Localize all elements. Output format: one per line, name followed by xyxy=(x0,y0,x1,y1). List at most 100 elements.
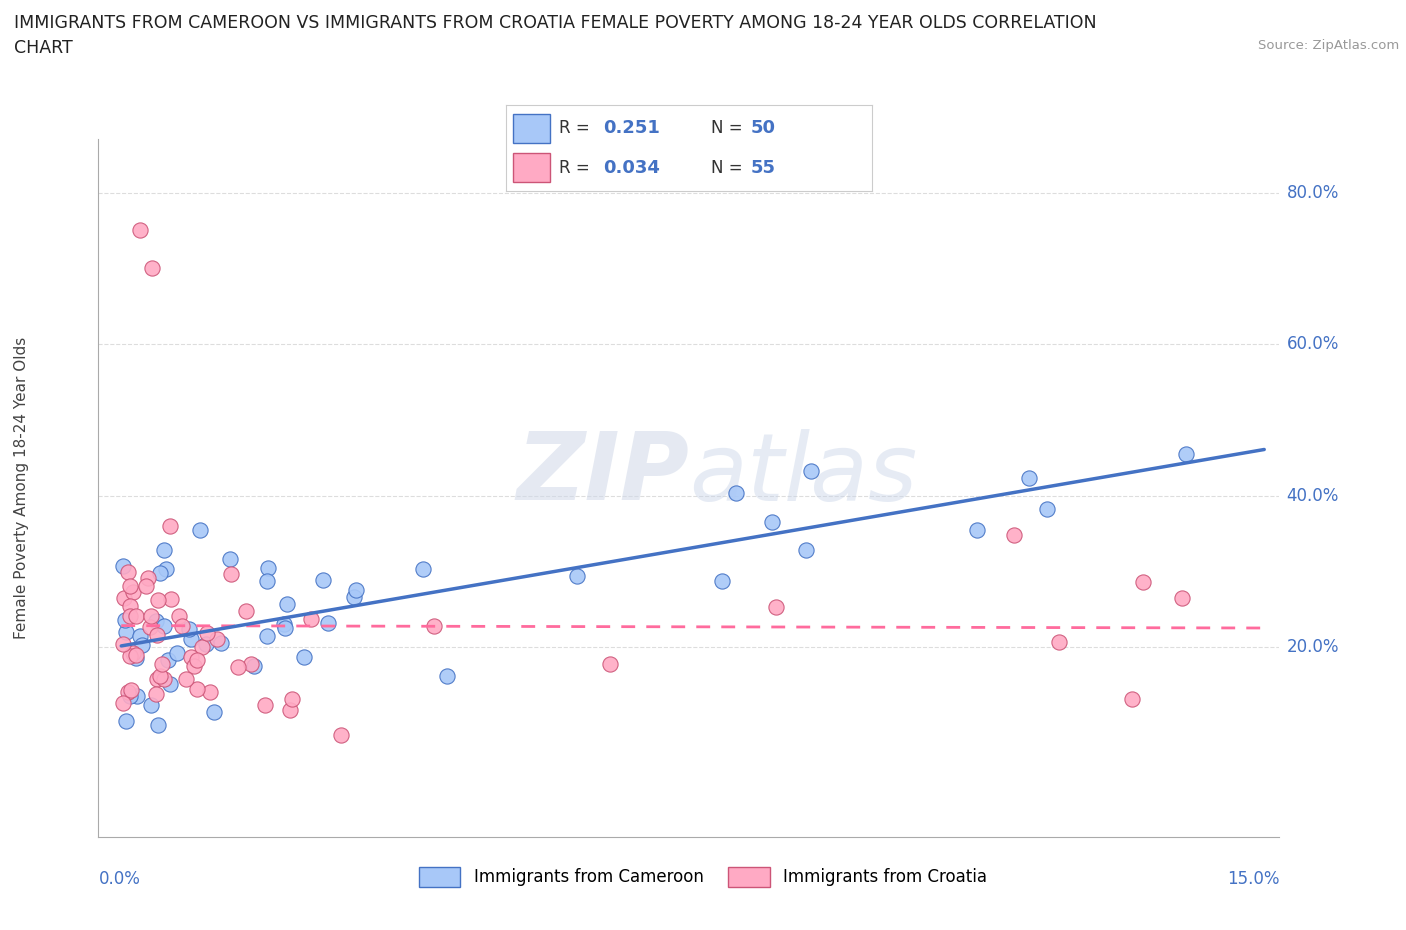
Point xyxy=(194,636,217,651)
Point xyxy=(209,635,232,650)
Point xyxy=(186,652,208,667)
Point xyxy=(170,618,193,633)
Point xyxy=(129,629,152,644)
Point xyxy=(343,590,366,604)
Point xyxy=(180,631,202,646)
Point xyxy=(1132,575,1154,590)
Text: 80.0%: 80.0% xyxy=(1286,183,1339,202)
Point xyxy=(436,669,458,684)
Text: 55: 55 xyxy=(751,158,776,177)
Point xyxy=(174,671,197,686)
Text: R =: R = xyxy=(560,119,595,138)
Point xyxy=(131,637,153,652)
Point xyxy=(120,683,142,698)
Point xyxy=(152,543,174,558)
Point xyxy=(125,648,148,663)
Point xyxy=(765,599,787,614)
Text: Source: ZipAtlas.com: Source: ZipAtlas.com xyxy=(1258,39,1399,52)
Point xyxy=(118,649,141,664)
Point xyxy=(794,543,817,558)
Point xyxy=(1121,692,1143,707)
Point xyxy=(219,567,242,582)
Point xyxy=(725,485,748,500)
Point xyxy=(710,574,733,589)
Text: 0.0%: 0.0% xyxy=(98,870,141,887)
Text: atlas: atlas xyxy=(689,429,917,520)
Point xyxy=(135,578,157,593)
Point xyxy=(183,658,205,673)
Point xyxy=(118,598,141,613)
Point xyxy=(159,519,181,534)
Point xyxy=(111,696,134,711)
Point xyxy=(177,621,200,636)
Point xyxy=(122,585,145,600)
Text: N =: N = xyxy=(711,158,748,177)
Point xyxy=(273,617,295,631)
Point xyxy=(127,688,149,703)
Point xyxy=(278,703,301,718)
Point xyxy=(169,608,191,623)
Point xyxy=(312,573,335,588)
Point xyxy=(191,640,214,655)
Point xyxy=(299,611,322,626)
Point xyxy=(150,657,173,671)
Legend: Immigrants from Cameroon, Immigrants from Croatia: Immigrants from Cameroon, Immigrants fro… xyxy=(412,860,994,894)
Point xyxy=(243,658,266,673)
Point xyxy=(344,582,367,597)
Text: 60.0%: 60.0% xyxy=(1286,335,1339,353)
Point xyxy=(136,571,159,586)
Point xyxy=(329,728,352,743)
Point xyxy=(195,626,218,641)
Text: 40.0%: 40.0% xyxy=(1286,486,1339,505)
Point xyxy=(274,620,297,635)
Point xyxy=(138,619,160,634)
Point xyxy=(166,645,188,660)
Point xyxy=(567,569,589,584)
Point xyxy=(205,631,228,646)
Point xyxy=(1036,501,1059,516)
Point xyxy=(281,692,304,707)
Point xyxy=(141,261,163,276)
Text: N =: N = xyxy=(711,119,748,138)
FancyBboxPatch shape xyxy=(513,153,550,182)
Point xyxy=(202,705,225,720)
Point xyxy=(1018,471,1040,485)
Point xyxy=(599,657,621,671)
Text: CHART: CHART xyxy=(14,39,73,57)
Text: R =: R = xyxy=(560,158,595,177)
Point xyxy=(145,628,167,643)
Point xyxy=(276,596,298,611)
Text: 15.0%: 15.0% xyxy=(1227,870,1279,887)
Point xyxy=(149,565,172,580)
Point xyxy=(125,651,148,666)
Text: ZIP: ZIP xyxy=(516,429,689,520)
Point xyxy=(149,669,172,684)
Point xyxy=(111,559,134,574)
Point xyxy=(1171,591,1194,605)
Point xyxy=(256,574,278,589)
Point xyxy=(1002,527,1025,542)
Point xyxy=(188,523,211,538)
Point xyxy=(115,625,138,640)
Point xyxy=(198,684,221,699)
Point xyxy=(118,688,141,703)
Point xyxy=(761,514,783,529)
Text: 0.251: 0.251 xyxy=(603,119,659,138)
FancyBboxPatch shape xyxy=(513,113,550,142)
Point xyxy=(129,223,152,238)
Point xyxy=(256,560,278,575)
Text: 20.0%: 20.0% xyxy=(1286,639,1339,657)
Point xyxy=(146,592,169,607)
Point xyxy=(412,562,434,577)
Point xyxy=(118,608,141,623)
Point xyxy=(316,615,339,630)
Text: IMMIGRANTS FROM CAMEROON VS IMMIGRANTS FROM CROATIA FEMALE POVERTY AMONG 18-24 Y: IMMIGRANTS FROM CAMEROON VS IMMIGRANTS F… xyxy=(14,14,1097,32)
Point xyxy=(240,657,263,671)
Point xyxy=(114,613,136,628)
Point xyxy=(112,591,135,605)
Point xyxy=(152,618,174,633)
Point xyxy=(157,653,180,668)
Point xyxy=(117,684,139,699)
Point xyxy=(111,636,134,651)
Point xyxy=(800,464,823,479)
